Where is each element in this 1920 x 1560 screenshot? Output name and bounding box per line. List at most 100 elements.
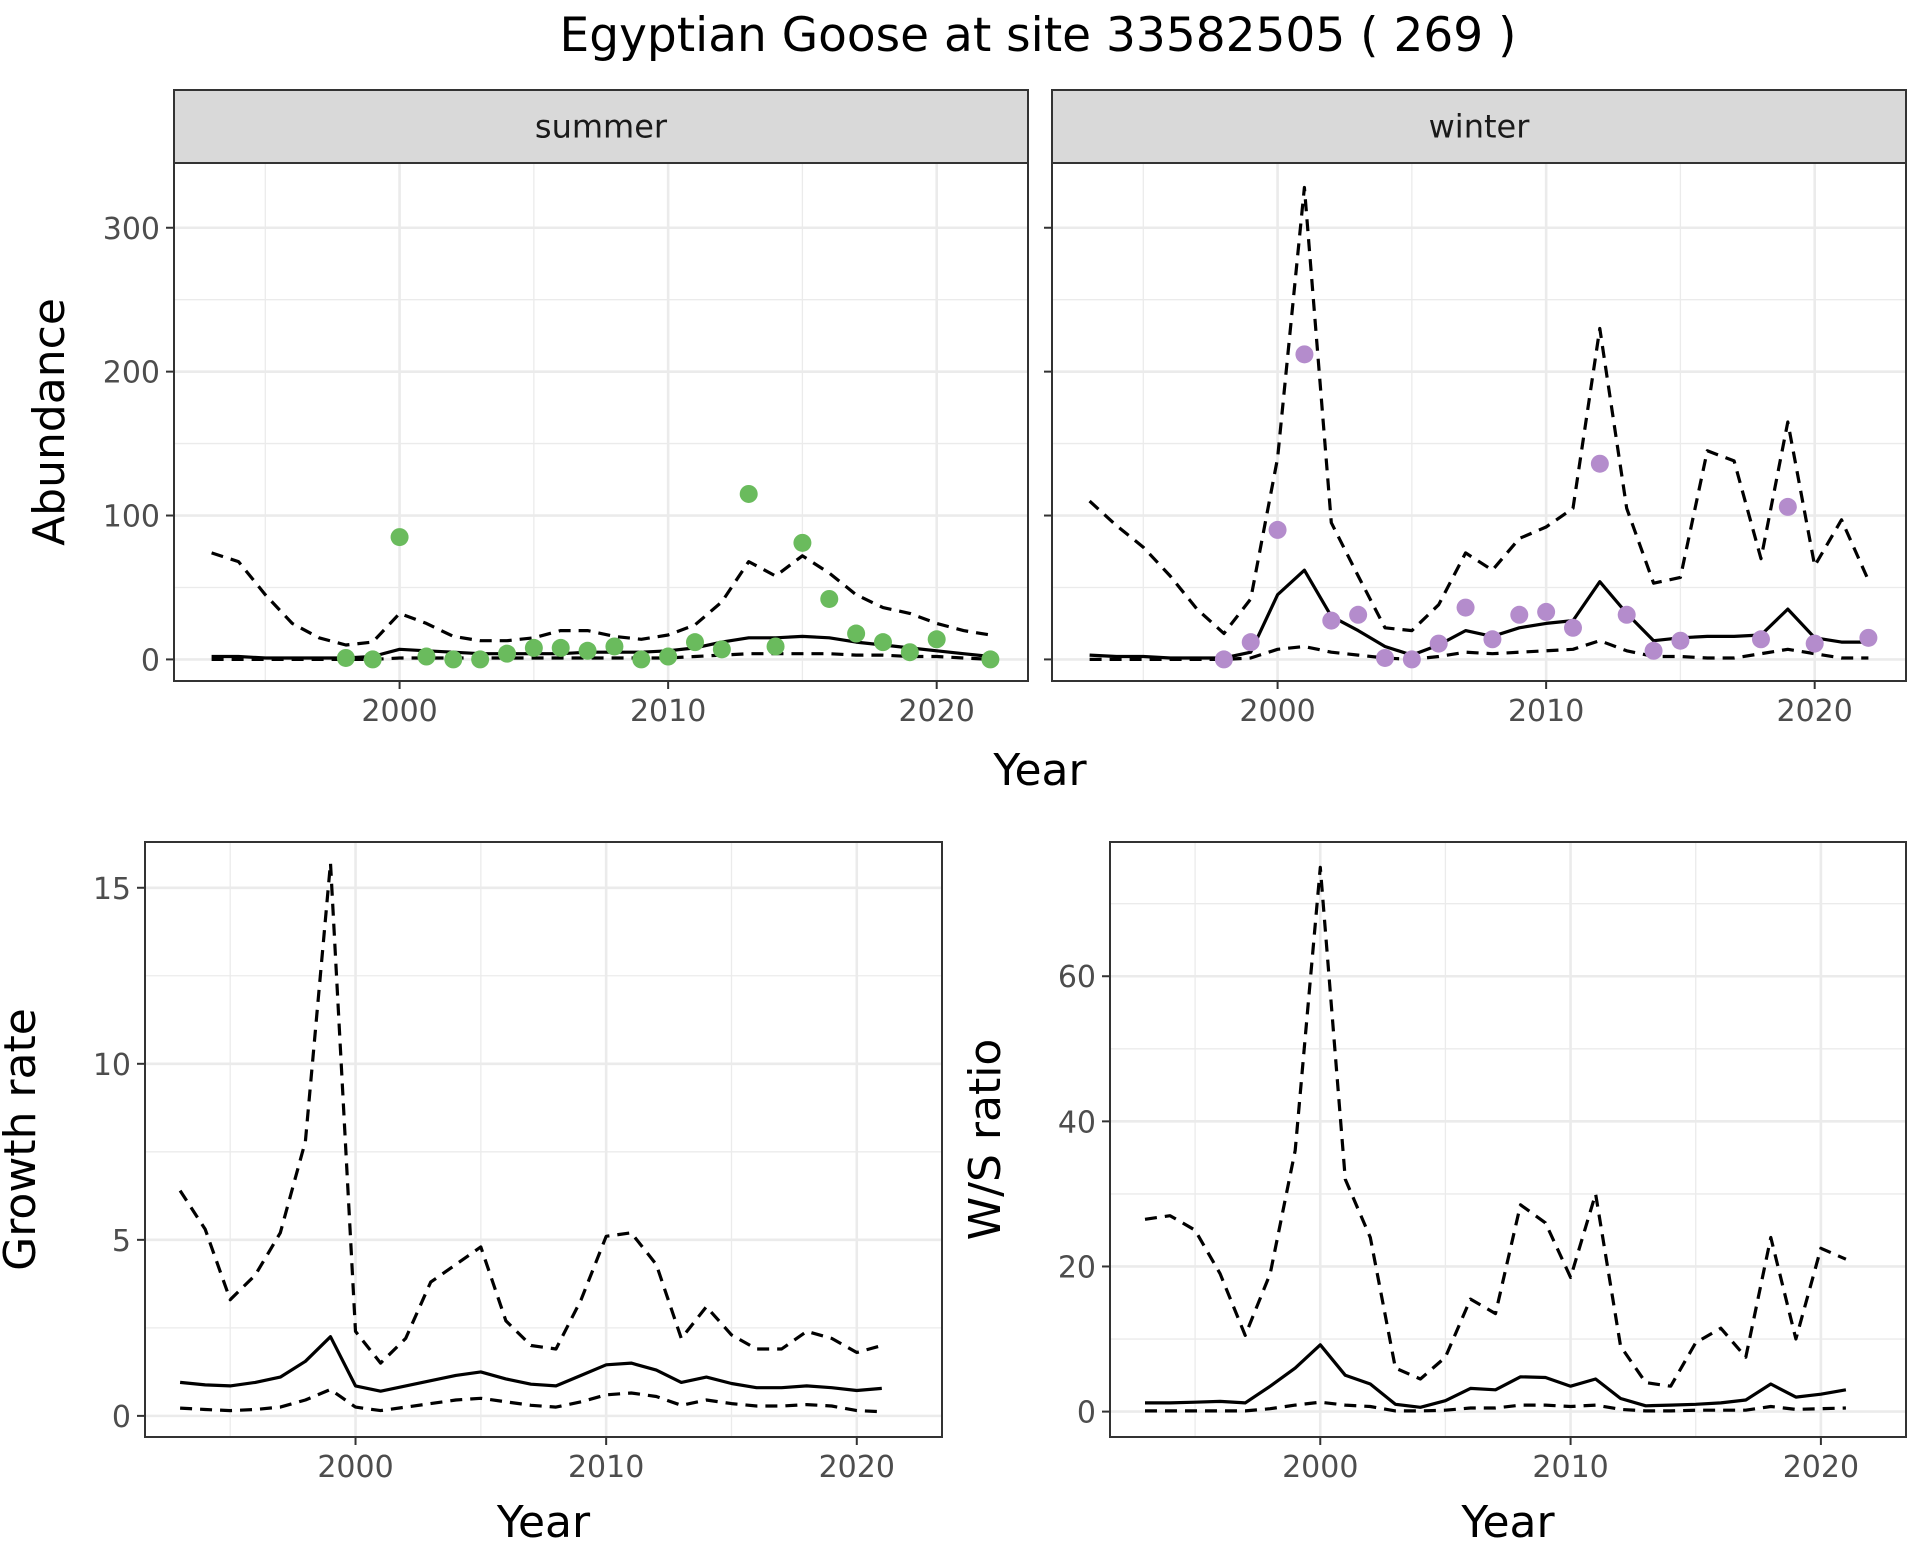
confidence-bound-line	[1088, 185, 1870, 636]
count-point	[1859, 628, 1878, 647]
count-point	[1241, 633, 1260, 652]
panel-border	[144, 841, 943, 1438]
count-point	[1322, 611, 1341, 630]
y-tick-label: 20	[1058, 1250, 1096, 1285]
count-point	[981, 650, 1000, 669]
plot-background	[174, 163, 1028, 681]
x-tick-label: 2010	[1532, 1450, 1608, 1485]
count-point	[551, 638, 570, 657]
count-point	[1805, 634, 1824, 653]
plot-background	[145, 842, 942, 1437]
ws-ratio-panel: 2000 2010 2020 0 20 40 60 W/S ratio Year	[960, 841, 1907, 1548]
count-point	[766, 637, 785, 656]
count-point	[847, 624, 866, 643]
x-tick-label: 2020	[1777, 694, 1853, 729]
count-point	[417, 647, 436, 666]
count-point	[1214, 650, 1233, 669]
count-point	[1644, 641, 1663, 660]
count-point	[659, 647, 678, 666]
count-point	[1429, 634, 1448, 653]
x-axis-title: Year	[496, 1497, 591, 1548]
x-tick-label: 2010	[1508, 694, 1584, 729]
count-point	[1510, 605, 1529, 624]
count-point	[873, 633, 892, 652]
count-point	[471, 650, 490, 669]
count-point	[1456, 598, 1475, 617]
count-point	[820, 589, 839, 608]
plot-background	[1110, 842, 1906, 1437]
summer-panel: summer 2000 2010 2020 0 100 200 300 Abundance Yea…	[24, 89, 1087, 796]
confidence-bound-line	[211, 551, 991, 647]
count-point	[1778, 497, 1797, 516]
count-point	[1268, 520, 1287, 539]
confidence-bound-line	[178, 861, 883, 1365]
count-point	[605, 637, 624, 656]
y-tick-label: 15	[93, 872, 131, 907]
trend-line	[179, 1335, 882, 1393]
facet-strip	[1051, 89, 1907, 164]
x-tick-label: 2010	[568, 1450, 644, 1485]
figure-title: Egyptian Goose at site 33582505 ( 269 )	[559, 8, 1517, 63]
x-tick-label: 2000	[1282, 1450, 1358, 1485]
winter-panel: winter 2000 2010 2020	[1044, 89, 1907, 729]
confidence-bound-line	[1144, 865, 1847, 1388]
count-point	[1617, 605, 1636, 624]
count-point	[1349, 605, 1368, 624]
y-tick-label: 200	[103, 356, 160, 391]
count-point	[524, 638, 543, 657]
panel-border	[1109, 841, 1907, 1438]
y-tick-label: 0	[112, 1400, 131, 1435]
y-tick-label: 5	[112, 1224, 131, 1259]
count-point	[498, 644, 517, 663]
x-axis-title-top-row: Year	[992, 745, 1087, 796]
count-point	[1751, 630, 1770, 649]
y-tick-label: 0	[1077, 1396, 1096, 1431]
count-point	[793, 533, 812, 552]
count-point	[444, 650, 463, 669]
x-tick-label: 2000	[1239, 694, 1315, 729]
y-tick-label: 40	[1058, 1105, 1096, 1140]
trend-line	[1145, 1343, 1847, 1409]
count-point	[1671, 631, 1690, 650]
count-point	[363, 650, 382, 669]
count-point	[927, 630, 946, 649]
facet-strip-label: summer	[535, 108, 668, 146]
count-point	[739, 484, 758, 503]
count-point	[1376, 648, 1395, 667]
count-point	[712, 640, 731, 659]
x-axis-title: Year	[1460, 1497, 1555, 1548]
count-point	[1563, 618, 1582, 637]
y-tick-label: 60	[1058, 960, 1096, 995]
y-axis-title: Growth rate	[0, 1008, 46, 1271]
facet-strip-label: winter	[1429, 108, 1531, 146]
facet-strip	[173, 89, 1029, 164]
y-tick-label: 300	[103, 212, 160, 247]
count-point	[336, 648, 355, 667]
confidence-bound-line	[180, 1387, 882, 1414]
x-tick-label: 2020	[819, 1450, 895, 1485]
count-point	[1295, 345, 1314, 364]
growth-rate-panel: 2000 2010 2020 0 5 10 15 Growth rate Year	[0, 841, 943, 1548]
y-tick-label: 10	[93, 1048, 131, 1083]
y-axis-title: W/S ratio	[960, 1039, 1011, 1241]
y-axis-title: Abundance	[24, 298, 75, 546]
count-point	[1483, 630, 1502, 649]
x-tick-label: 2000	[361, 694, 437, 729]
x-tick-label: 2020	[1783, 1450, 1859, 1485]
count-point	[1402, 650, 1421, 669]
y-tick-label: 100	[103, 500, 160, 535]
count-point	[685, 633, 704, 652]
count-point	[900, 643, 919, 662]
count-point	[390, 528, 409, 547]
count-point	[578, 641, 597, 660]
y-tick-label: 0	[141, 643, 160, 678]
plot-background	[1052, 163, 1906, 681]
confidence-bound-line	[1145, 1400, 1846, 1413]
x-tick-label: 2010	[630, 694, 706, 729]
count-point	[632, 650, 651, 669]
count-point	[1537, 602, 1556, 621]
x-tick-label: 2000	[317, 1450, 393, 1485]
x-tick-label: 2020	[899, 694, 975, 729]
count-point	[1590, 454, 1609, 473]
